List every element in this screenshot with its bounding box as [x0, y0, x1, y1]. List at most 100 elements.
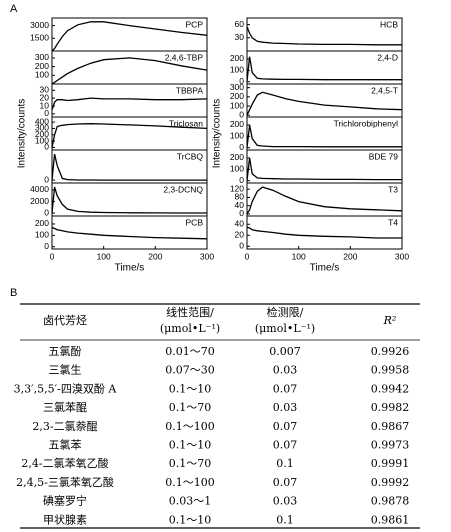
table-cell: 0.1～70 [169, 457, 212, 470]
table-cell: 0.1～10 [169, 439, 212, 452]
table-cell: 0.03～1 [169, 495, 212, 508]
series-label: 2,4-D [377, 52, 398, 62]
table-cell: 0.01～70 [165, 345, 215, 358]
table-cell: 0.03 [273, 364, 298, 377]
trace [51, 97, 208, 111]
y-tick-label: 200 [35, 129, 49, 139]
y-tick-label: 30 [40, 85, 50, 95]
y-tick-label: 120 [230, 183, 244, 193]
plot-frame [246, 182, 403, 217]
y-tick-label: 0 [239, 241, 244, 251]
plot-frame [246, 215, 403, 250]
x-tick-label: 200 [343, 251, 357, 261]
trace [51, 21, 208, 52]
series-label: Triclosan [169, 118, 203, 128]
table-cell: 0.9982 [371, 401, 410, 414]
x-tick-label: 300 [200, 251, 214, 261]
plot-frame [51, 17, 208, 52]
table-cell: 2,4-二氯苯氧乙酸 [21, 456, 108, 470]
trace [51, 153, 207, 181]
series-label: TrCBQ [177, 151, 204, 161]
table-cell: 2,3-二氯萘醌 [32, 419, 97, 433]
y-tick-label: 300 [35, 123, 49, 133]
y-tick-label: 4000 [30, 184, 49, 194]
table-cell: 0.1 [276, 513, 294, 526]
x-tick-label: 0 [50, 251, 55, 261]
table-cell: 0.07 [273, 439, 298, 452]
table-header: (μmol•L⁻¹) [255, 322, 315, 335]
table-cell: 三氯生 [49, 363, 82, 377]
trace [246, 26, 402, 46]
y-tick-label: 100 [35, 230, 49, 240]
y-tick-label: 20 [40, 92, 50, 102]
x-axis-label: Time/s [310, 263, 340, 274]
table-cell: 0.07 [273, 476, 298, 489]
y-tick-label: 200 [35, 61, 49, 71]
trace [246, 157, 402, 181]
trace [51, 57, 208, 85]
table-cell: 五氯酚 [49, 344, 82, 358]
trace [246, 124, 402, 148]
table-cell: 0.07 [273, 382, 298, 395]
table-cell: 0.1 [276, 457, 294, 470]
table-cell: 0.03 [273, 495, 298, 508]
table-cell: 0.007 [269, 345, 301, 358]
y-tick-label: 0 [44, 241, 49, 251]
trace [51, 226, 208, 240]
table-cell: 2,4,5-三氯苯氧乙酸 [16, 475, 114, 489]
y-tick-label: 2000 [30, 196, 49, 206]
table-cell: 0.9991 [371, 457, 410, 470]
y-tick-label: 100 [230, 100, 244, 110]
trace [246, 56, 402, 82]
y-tick-label: 200 [230, 91, 244, 101]
series-label: 2,4,5-T [371, 85, 398, 95]
y-tick-label: 40 [235, 200, 245, 210]
y-axis-label: Intensity/counts [17, 99, 28, 168]
y-tick-label: 100 [35, 70, 49, 80]
y-tick-label: 300 [35, 52, 49, 62]
x-tick-label: 0 [245, 251, 250, 261]
table-cell: 0.1～100 [165, 420, 215, 433]
y-tick-label: 0 [239, 208, 244, 218]
y-axis-label: Intensity/counts [212, 99, 223, 168]
series-label: PCB [186, 217, 204, 227]
y-tick-label: 3000 [30, 20, 49, 30]
y-tick-label: 30 [235, 32, 245, 42]
y-tick-label: 0 [239, 175, 244, 185]
table-cell: 0.9992 [371, 476, 410, 489]
y-tick-label: 400 [35, 116, 49, 126]
y-tick-label: 40 [235, 219, 245, 229]
y-tick-label: 0 [44, 142, 49, 152]
y-tick-label: 0 [44, 174, 49, 184]
table-header: (μmol•L⁻¹) [160, 322, 220, 335]
x-tick-label: 100 [97, 251, 111, 261]
plot-frame [246, 17, 403, 52]
panel-label: A [10, 3, 18, 15]
x-axis-label: Time/s [115, 263, 145, 274]
table-cell: 0.9942 [371, 382, 410, 395]
table-cell: 0.9867 [371, 420, 410, 433]
table-cell: 0.1～10 [169, 513, 212, 526]
table-cell: 0.1～10 [169, 382, 212, 395]
y-tick-label: 200 [230, 152, 244, 162]
plot-frame [51, 215, 208, 250]
table-cell: 甲状腺素 [43, 512, 87, 526]
x-tick-label: 300 [395, 251, 409, 261]
y-tick-label: 300 [230, 82, 244, 92]
table-header: 卤代芳烃 [43, 313, 87, 327]
y-tick-label: 80 [235, 192, 245, 202]
table-cell: 0.1～100 [165, 476, 215, 489]
y-tick-label: 100 [35, 135, 49, 145]
y-tick-label: 10 [40, 100, 50, 110]
table-header: R² [383, 314, 397, 327]
y-tick-label: 1500 [30, 33, 49, 43]
table-cell: 0.9973 [371, 439, 410, 452]
series-label: PCP [186, 19, 204, 29]
table-cell: 0.9926 [371, 345, 410, 358]
y-tick-label: 0 [239, 109, 244, 119]
series-label: T4 [388, 217, 398, 227]
table-header: 检测限/ [267, 305, 304, 319]
trace [51, 123, 208, 148]
table-cell: 碘塞罗宁 [43, 494, 87, 508]
